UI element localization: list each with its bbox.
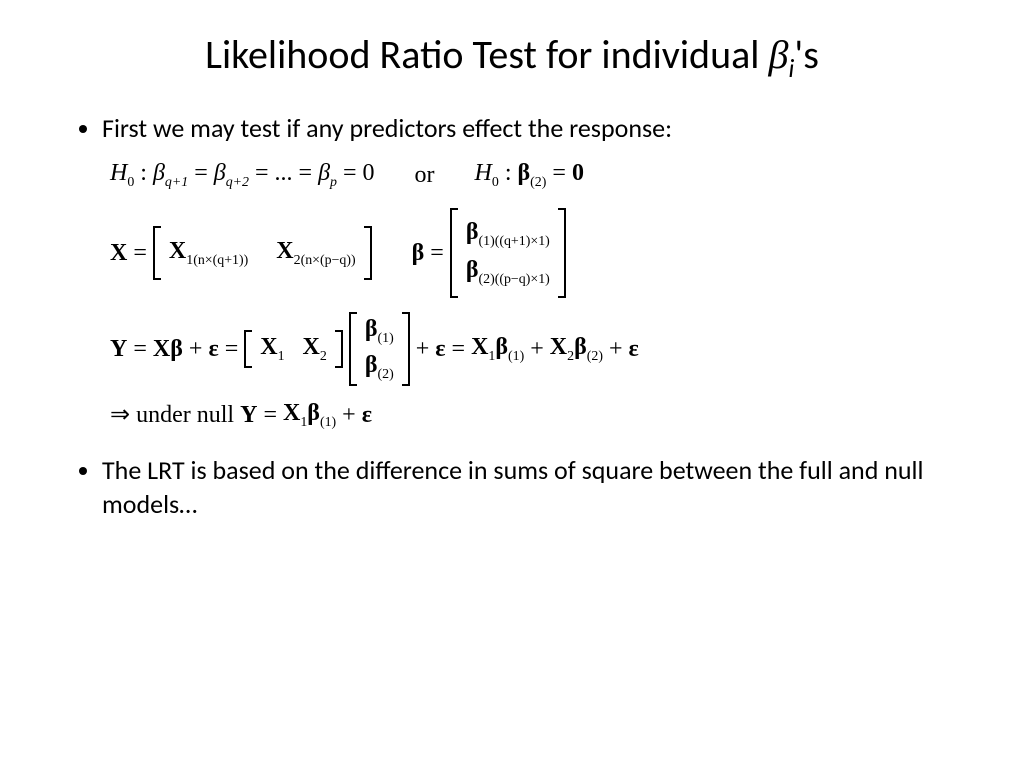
bracket-beta: β(1)((q+1)×1) β(2)((p−q)×1) <box>450 208 566 298</box>
beta2: β <box>214 160 226 186</box>
slide: Likelihood Ratio Test for individual βi'… <box>0 0 1024 768</box>
bracket-X: X1(n×(q+1)) X2(n×(p−q)) <box>153 226 372 280</box>
b2d-sub: (2) <box>587 349 603 364</box>
title-prefix: Likelihood Ratio Test for individual <box>205 30 768 79</box>
Y-sym: Y <box>110 336 127 362</box>
X2-sub: 2(n×(p−q)) <box>294 253 356 268</box>
X1d-sub: 1 <box>300 415 307 430</box>
eq1: = <box>188 160 214 186</box>
X1c-sub: 1 <box>488 349 495 364</box>
arrow-sym: ⇒ <box>110 402 130 428</box>
H-sub: 0 <box>127 175 134 190</box>
X1b-sub: 1 <box>278 349 285 364</box>
X1c: X <box>471 334 488 360</box>
X-sym: X <box>110 240 127 266</box>
X2c-sub: 2 <box>567 349 574 364</box>
bracket-b12: β(1) β(2) <box>349 312 410 386</box>
X-y: X <box>153 336 170 362</box>
lbracket-icon <box>153 226 161 280</box>
b2-sub: (2)((p−q)×1) <box>479 272 550 287</box>
beta3: β <box>318 160 330 186</box>
H-sym2: H <box>475 160 492 186</box>
plus4: + <box>609 336 623 362</box>
slide-title: Likelihood Ratio Test for individual βi'… <box>70 30 954 84</box>
X2c: X <box>550 334 567 360</box>
eps2: ε <box>435 336 445 362</box>
lbracket-icon-4 <box>349 312 357 386</box>
b1: β <box>466 219 479 245</box>
X2: X <box>276 238 293 264</box>
plus1: + <box>189 336 203 362</box>
eps4: ε <box>362 402 372 428</box>
beta-y: β <box>170 336 183 362</box>
bullet-list-2: The LRT is based on the difference in su… <box>70 454 954 522</box>
plus5: + <box>342 402 356 428</box>
lbracket-icon-2 <box>450 208 458 298</box>
b1-sub: (1)((q+1)×1) <box>479 234 550 249</box>
b2: β <box>466 257 479 283</box>
H-sub2: 0 <box>492 175 499 190</box>
b1e-sub: (1) <box>320 415 336 430</box>
H-sym: H <box>110 160 127 186</box>
colon: : <box>134 160 153 186</box>
eq-under-null: ⇒ under null Y = X1β(1) + ε <box>110 400 954 430</box>
b2d: β <box>574 334 587 360</box>
eq-x-partition: X = X1(n×(q+1)) X2(n×(p−q)) β = β(1)((q+… <box>110 208 954 298</box>
eps3: ε <box>629 336 639 362</box>
lbracket-icon-3 <box>244 330 252 368</box>
rbracket-icon <box>364 226 372 280</box>
rbracket-icon-4 <box>402 312 410 386</box>
X1b: X <box>260 334 277 360</box>
eq8: = <box>263 402 277 428</box>
b1d-sub: (1) <box>508 349 524 364</box>
plus3: + <box>530 336 544 362</box>
bullet-2: The LRT is based on the difference in su… <box>102 454 954 522</box>
sub-p: p <box>330 175 337 190</box>
beta-sym: β <box>412 240 425 266</box>
eq-y-expansion: Y = Xβ + ε = X1 X2 β(1) β(2) <box>110 312 954 386</box>
eq6: = <box>225 336 239 362</box>
b1d: β <box>495 334 508 360</box>
eq7: = <box>452 336 466 362</box>
bold-beta: β <box>518 160 531 186</box>
bullet-list: First we may test if any predictors effe… <box>70 112 954 146</box>
sub-qp2: q+2 <box>226 175 249 190</box>
bold-zero: 0 <box>572 160 584 186</box>
b1e: β <box>307 400 320 426</box>
title-suffix: 's <box>794 30 818 79</box>
X1d: X <box>283 400 300 426</box>
bullet-1: First we may test if any predictors effe… <box>102 112 954 146</box>
math-block: H0 : βq+1 = βq+2 = ... = βp = 0 or H0 : … <box>110 160 954 430</box>
eq5: = <box>133 336 147 362</box>
X2b: X <box>303 334 320 360</box>
Y2: Y <box>240 402 257 428</box>
colon2: : <box>499 160 518 186</box>
eq4: = <box>430 240 444 266</box>
b1c: β <box>365 316 378 342</box>
sub-paren2: (2) <box>530 175 546 190</box>
X2b-sub: 2 <box>320 349 327 364</box>
eq3: = <box>133 240 147 266</box>
eq-hypothesis: H0 : βq+1 = βq+2 = ... = βp = 0 or H0 : … <box>110 160 954 190</box>
eq2: = <box>546 160 572 186</box>
rbracket-icon-2 <box>558 208 566 298</box>
b1c-sub: (1) <box>378 331 394 346</box>
X1: X <box>169 238 186 264</box>
or-text: or <box>415 162 435 188</box>
under-null-text: under null <box>136 402 234 428</box>
eps1: ε <box>208 336 218 362</box>
eq0: = 0 <box>337 160 375 186</box>
plus2: + <box>416 336 430 362</box>
beta1: β <box>153 160 165 186</box>
beta-symbol: β <box>768 32 788 77</box>
X1-sub: 1(n×(q+1)) <box>186 253 248 268</box>
b2c-sub: (2) <box>378 367 394 382</box>
dots: = ... = <box>249 160 318 186</box>
sub-qp1: q+1 <box>165 175 188 190</box>
b2c: β <box>365 352 378 378</box>
bracket-X12: X1 X2 <box>244 330 343 368</box>
rbracket-icon-3 <box>335 330 343 368</box>
